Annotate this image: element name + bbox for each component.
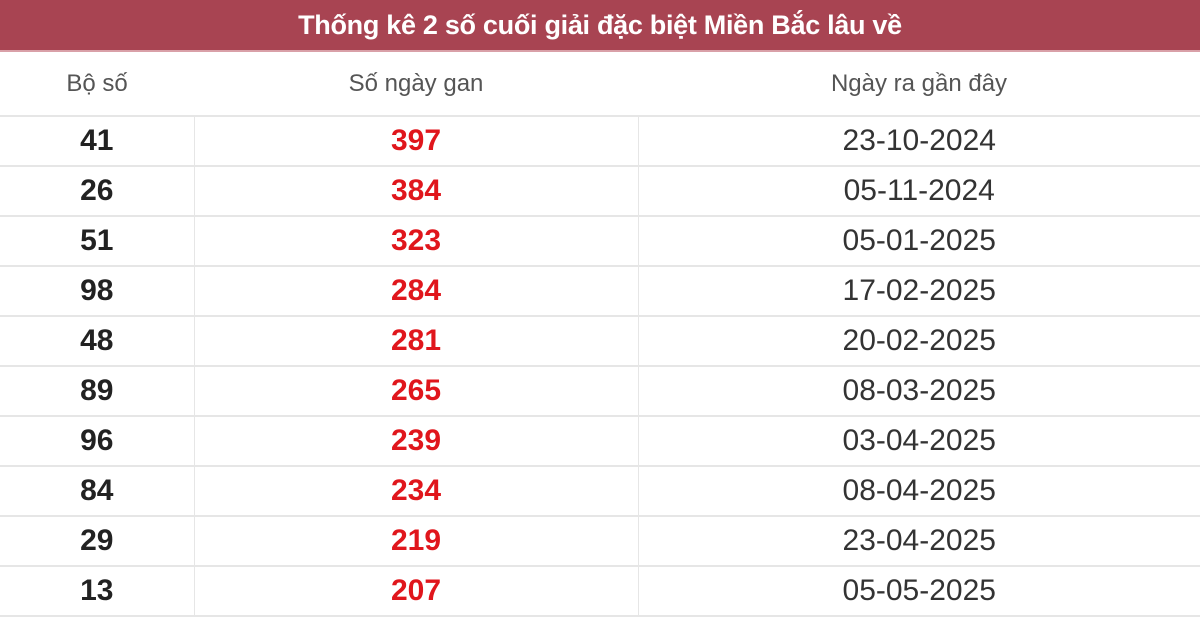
last-date-cell: 20-02-2025 [637, 316, 1200, 367]
number-cell: 96 [0, 416, 194, 467]
table-row: 26 384 05-11-2024 [0, 166, 1200, 217]
header-row: Bộ số Số ngày gan Ngày ra gần đây [0, 52, 1200, 117]
number-cell: 51 [0, 216, 194, 267]
table-row: 13 207 05-05-2025 [0, 566, 1200, 617]
number-cell: 89 [0, 366, 194, 417]
gan-days-cell: 397 [193, 116, 638, 167]
last-date-cell: 08-03-2025 [637, 366, 1200, 417]
last-date-cell: 08-04-2025 [637, 466, 1200, 517]
last-date-cell: 05-11-2024 [637, 166, 1200, 217]
table-row: 98 284 17-02-2025 [0, 266, 1200, 317]
gan-days-cell: 281 [193, 316, 638, 367]
column-header-so-ngay-gan: Số ngày gan [194, 52, 638, 117]
last-date-cell: 17-02-2025 [637, 266, 1200, 317]
last-date-cell: 05-05-2025 [637, 566, 1200, 617]
table-row: 96 239 03-04-2025 [0, 416, 1200, 467]
table-row: 41 397 23-10-2024 [0, 116, 1200, 167]
gan-days-cell: 384 [193, 166, 638, 217]
gan-days-cell: 239 [193, 416, 638, 467]
column-header-bo-so: Bộ số [0, 52, 194, 117]
stats-table: Bộ số Số ngày gan Ngày ra gần đây 41 397 2… [0, 52, 1200, 617]
last-date-cell: 23-10-2024 [637, 116, 1200, 167]
last-date-cell: 23-04-2025 [637, 516, 1200, 567]
page-title: Thống kê 2 số cuối giải đặc biệt Miền Bắ… [0, 0, 1200, 52]
gan-days-cell: 265 [193, 366, 638, 417]
number-cell: 13 [0, 566, 194, 617]
table-row: 84 234 08-04-2025 [0, 466, 1200, 517]
gan-days-cell: 219 [193, 516, 638, 567]
number-cell: 29 [0, 516, 194, 567]
last-date-cell: 05-01-2025 [637, 216, 1200, 267]
table-row: 29 219 23-04-2025 [0, 516, 1200, 567]
number-cell: 84 [0, 466, 194, 517]
table-row: 48 281 20-02-2025 [0, 316, 1200, 367]
number-cell: 26 [0, 166, 194, 217]
gan-days-cell: 284 [193, 266, 638, 317]
number-cell: 48 [0, 316, 194, 367]
table-row: 51 323 05-01-2025 [0, 216, 1200, 267]
column-header-ngay-ra: Ngày ra gần đây [638, 52, 1200, 117]
number-cell: 41 [0, 116, 194, 167]
table-row: 89 265 08-03-2025 [0, 366, 1200, 417]
number-cell: 98 [0, 266, 194, 317]
gan-days-cell: 234 [193, 466, 638, 517]
last-date-cell: 03-04-2025 [637, 416, 1200, 467]
gan-days-cell: 323 [193, 216, 638, 267]
gan-days-cell: 207 [193, 566, 638, 617]
